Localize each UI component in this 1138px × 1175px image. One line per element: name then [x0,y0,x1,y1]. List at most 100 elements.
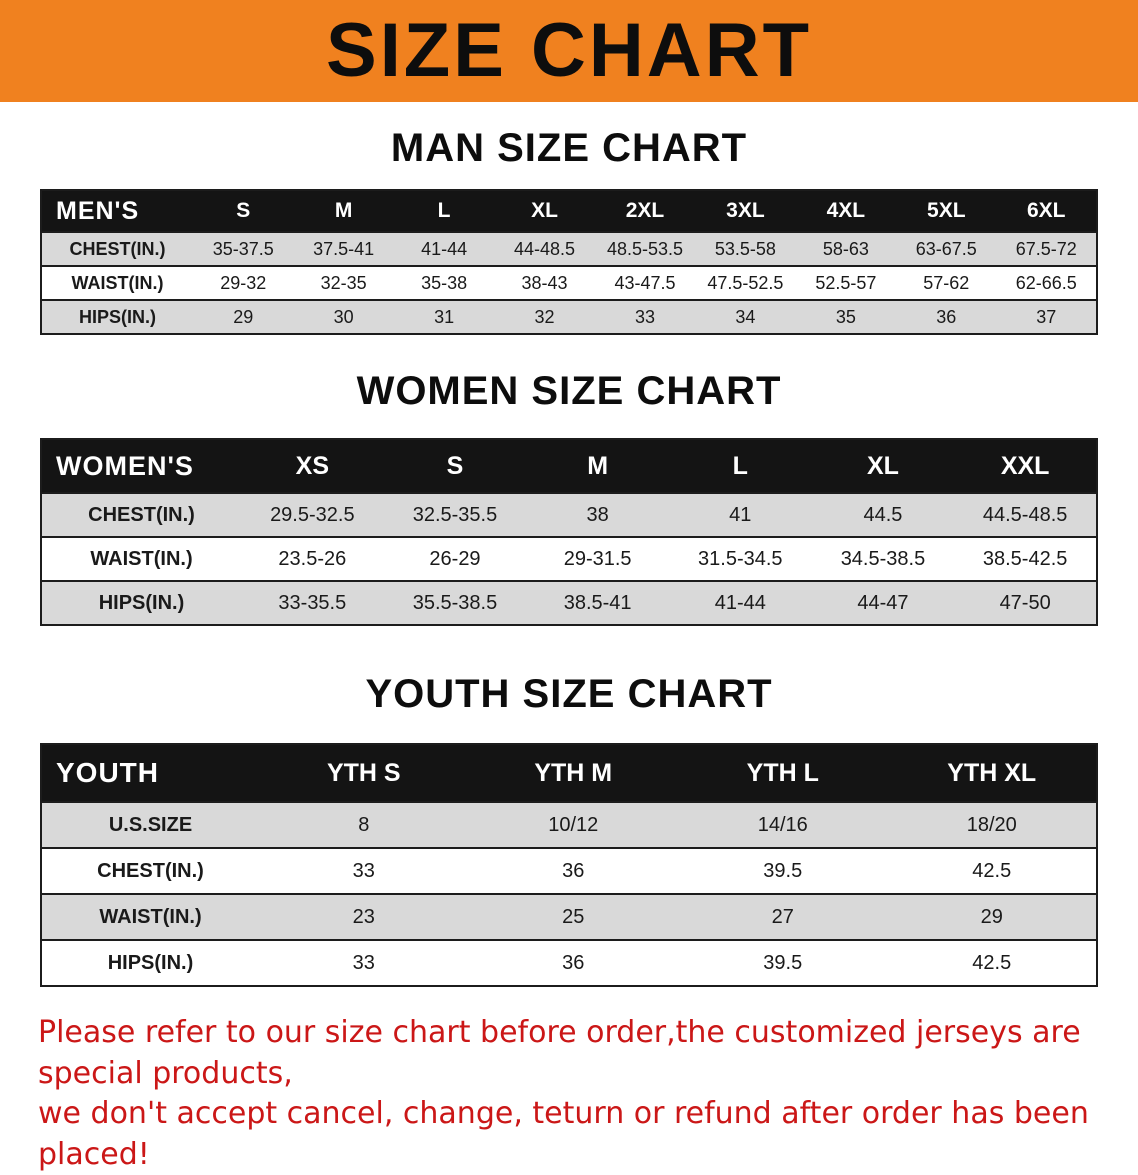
size-header-cell: 3XL [695,190,796,232]
row-label-cell: WAIST(IN.) [71,272,164,293]
data-cell: 27 [771,905,794,928]
row-label-cell: U.S.SIZE [108,813,193,836]
row-label-cell: CHEST(IN.) [69,238,166,259]
youth-section-heading: YOUTH SIZE CHART [365,672,773,716]
table-title-cell: MEN'S [41,190,193,232]
data-cell: 29.5-32.5 [270,503,355,526]
women-size-table: WOMEN'S XS S M L XL XXL CHEST(IN.) 29.5-32.5 32.… [40,438,1098,626]
data-cell: 42.5 [972,859,1012,882]
data-cell: 14/16 [757,813,808,836]
size-header-cell: YTH M [468,744,678,802]
data-cell: 8 [358,813,370,836]
data-cell: 29 [233,306,254,327]
row-label-cell: HIPS(IN.) [98,591,185,614]
data-cell: 42.5 [972,951,1012,974]
size-header-cell: L [668,439,812,493]
row-label-cell: CHEST(IN.) [88,503,195,526]
data-cell: 41-44 [421,238,468,259]
data-cell: 35-38 [421,272,468,293]
youth-size-table: YOUTH YTH S YTH M YTH L YTH XL U.S.SIZE 8 10/1… [40,743,1098,987]
table-title-cell: YOUTH [41,744,259,802]
data-cell: 35.5-38.5 [412,591,498,614]
data-cell: 36 [562,859,585,882]
data-cell: 32-35 [320,272,367,293]
data-cell: 37.5-41 [313,238,375,259]
data-cell: 32.5-35.5 [412,503,498,526]
row-label-cell: CHEST(IN.) [97,859,204,882]
table-header-row: MEN'S S M L XL 2XL 3XL 4XL 5XL 6XL [41,190,1097,232]
youth-table-body: U.S.SIZE 8 10/12 14/16 18/20 CHEST(IN.) 33 36 39… [41,802,1097,986]
data-cell: 38 [586,503,609,526]
table-row: CHEST(IN.) 33 36 39.5 42.5 [41,848,1097,894]
data-cell: 38.5-41 [563,591,632,614]
men-table-head: MEN'S S M L XL 2XL 3XL 4XL 5XL 6XL [41,190,1097,232]
table-row: HIPS(IN.) 29 30 31 32 33 34 35 36 37 [41,300,1097,334]
data-cell: 41-44 [714,591,766,614]
disclaimer-line-2: we don't accept cancel, change, teturn o… [38,1096,1089,1172]
data-cell: 30 [333,306,354,327]
data-cell: 48.5-53.5 [606,238,683,259]
size-header-cell: XL [811,439,955,493]
size-header-cell: 5XL [896,190,997,232]
disclaimer-note: Please refer to our size chart before or… [38,1013,1100,1175]
data-cell: 39.5 [763,951,803,974]
data-cell: 31 [434,306,455,327]
size-header-cell: M [526,439,669,493]
table-row: CHEST(IN.) 35-37.5 37.5-41 41-44 44-48.5 48.5… [41,232,1097,266]
size-header-cell: S [383,439,527,493]
table-row: HIPS(IN.) 33-35.5 35.5-38.5 38.5-41 41-44 44-… [41,581,1097,625]
table-row: WAIST(IN.) 23 25 27 29 [41,894,1097,940]
data-cell: 26-29 [429,547,481,570]
row-label-cell: WAIST(IN.) [90,547,193,570]
table-row: HIPS(IN.) 33 36 39.5 42.5 [41,940,1097,986]
data-cell: 36 [936,306,957,327]
data-cell: 29-32 [220,272,267,293]
data-cell: 31.5-34.5 [698,547,783,570]
data-cell: 53.5-58 [714,238,776,259]
data-cell: 33 [352,859,375,882]
data-cell: 33 [634,306,655,327]
row-label-cell: HIPS(IN.) [107,951,194,974]
table-row: WAIST(IN.) 29-32 32-35 35-38 38-43 43-47.5 47.… [41,266,1097,300]
data-cell: 33 [352,951,375,974]
data-cell: 38.5-42.5 [982,547,1068,570]
data-cell: 44-47 [857,591,909,614]
size-header-cell: YTH S [259,744,469,802]
data-cell: 58-63 [822,238,869,259]
table-row: WAIST(IN.) 23.5-26 26-29 29-31.5 31.5-34.5 34… [41,537,1097,581]
data-cell: 57-62 [923,272,970,293]
data-cell: 43-47.5 [614,272,676,293]
data-cell: 62-66.5 [1015,272,1077,293]
table-row: U.S.SIZE 8 10/12 14/16 18/20 [41,802,1097,848]
data-cell: 44.5-48.5 [982,503,1068,526]
size-header-cell: 2XL [594,190,696,232]
men-section-heading: MAN SIZE CHART [390,126,748,170]
size-header-cell: XL [494,190,595,232]
disclaimer-line-1: Please refer to our size chart before or… [38,1015,1081,1091]
data-cell: 39.5 [763,859,803,882]
data-cell: 34 [735,306,756,327]
table-header-row: WOMEN'S XS S M L XL XXL [41,439,1097,493]
table-title-cell: WOMEN'S [41,439,241,493]
women-section-heading: WOMEN SIZE CHART [356,369,782,413]
size-chart-banner: SIZE CHART [0,0,1138,102]
size-header-cell: YTH L [678,744,888,802]
data-cell: 23 [352,905,375,928]
data-cell: 23.5-26 [278,547,347,570]
data-cell: 10/12 [548,813,599,836]
data-cell: 33-35.5 [278,591,347,614]
row-label-cell: HIPS(IN.) [78,306,156,327]
table-row: CHEST(IN.) 29.5-32.5 32.5-35.5 38 41 44.5 44.5… [41,493,1097,537]
data-cell: 29-31.5 [563,547,632,570]
data-cell: 36 [562,951,585,974]
data-cell: 37 [1036,306,1057,327]
data-cell: 44-48.5 [514,238,576,259]
women-table-head: WOMEN'S XS S M L XL XXL [41,439,1097,493]
data-cell: 29 [980,905,1003,928]
data-cell: 47-50 [999,591,1051,614]
data-cell: 41 [729,503,752,526]
row-label-cell: WAIST(IN.) [99,905,202,928]
data-cell: 63-67.5 [915,238,977,259]
size-header-cell: S [193,190,294,232]
size-header-cell: L [393,190,495,232]
